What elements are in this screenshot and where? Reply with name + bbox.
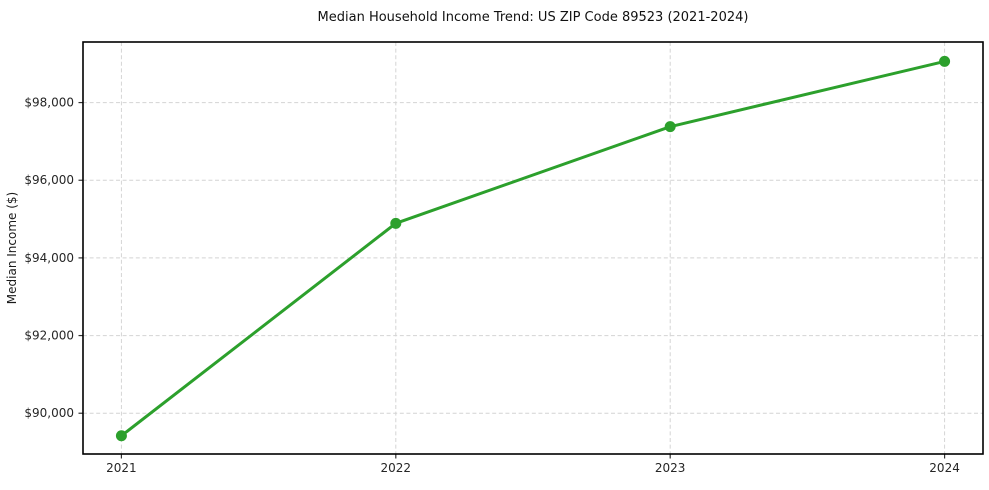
x-tick-label: 2023 <box>655 461 686 475</box>
gridlines <box>83 42 983 454</box>
data-point-2021 <box>115 430 127 442</box>
y-tick-label: $96,000 <box>24 173 74 187</box>
data-point-2022 <box>390 217 402 229</box>
y-tick-label: $92,000 <box>24 329 74 343</box>
y-tick-label: $90,000 <box>24 406 74 420</box>
trend-line <box>119 59 947 438</box>
x-tick-label: 2022 <box>381 461 412 475</box>
y-axis-label: Median Income ($) <box>5 192 19 304</box>
plot-border <box>82 41 984 455</box>
data-point-2023 <box>664 121 676 133</box>
x-tick-label: 2021 <box>106 461 137 475</box>
chart-title: Median Household Income Trend: US ZIP Co… <box>318 10 749 25</box>
income-line-series <box>115 55 951 442</box>
x-tick-label: 2024 <box>929 461 960 475</box>
axis-ticks <box>78 101 946 459</box>
data-point-2024 <box>939 55 951 67</box>
y-tick-label: $94,000 <box>24 251 74 265</box>
y-tick-label: $98,000 <box>24 96 74 110</box>
tick-labels: $90,000 $92,000 $94,000 $96,000 $98,000 2021 2… <box>24 96 959 475</box>
